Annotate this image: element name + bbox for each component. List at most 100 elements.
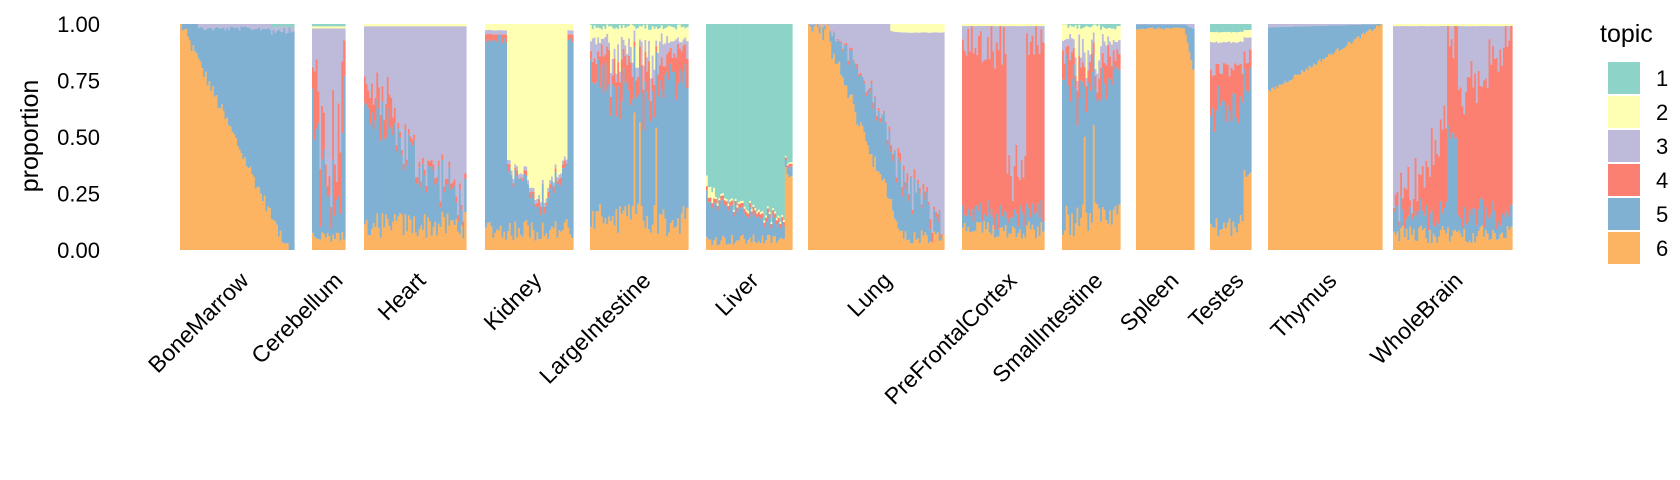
bar-segment-topic-4	[1114, 60, 1117, 69]
bar-segment-topic-4	[399, 131, 402, 138]
bar-segment-topic-3	[1361, 24, 1364, 25]
bar-segment-topic-4	[965, 55, 968, 216]
bar-segment-topic-6	[1337, 48, 1340, 251]
bar-segment-topic-6	[1483, 236, 1486, 250]
bar-segment-topic-2	[1454, 24, 1457, 26]
bar-segment-topic-3	[904, 32, 908, 182]
bar-segment-topic-3	[920, 32, 924, 205]
bar-segment-topic-6	[1243, 170, 1247, 250]
bar-segment-topic-2	[628, 25, 631, 39]
bar-segment-topic-4	[847, 60, 850, 65]
bar-segment-topic-6	[1272, 87, 1275, 250]
bar-segment-topic-2	[486, 24, 490, 30]
bar-segment-topic-4	[1481, 86, 1484, 200]
bar-segment-topic-6	[1136, 29, 1139, 250]
bar-segment-topic-4	[312, 67, 315, 89]
bar-segment-topic-6	[220, 104, 224, 250]
bar-segment-topic-6	[1114, 205, 1117, 250]
bar-segment-topic-2	[411, 24, 414, 27]
bar-segment-topic-4	[723, 200, 727, 205]
bar-segment-topic-3	[492, 30, 495, 35]
bar-segment-topic-3	[1418, 26, 1421, 175]
bar-segment-topic-6	[761, 235, 764, 250]
bar-segment-topic-3	[215, 24, 219, 28]
bar-segment-topic-6	[192, 45, 195, 250]
bar-segment-topic-3	[446, 26, 450, 179]
bar-segment-topic-6	[1429, 230, 1432, 250]
bar-segment-topic-6	[565, 219, 569, 250]
bar-segment-topic-4	[729, 201, 732, 207]
bar-segment-topic-6	[1284, 80, 1287, 250]
bar-segment-topic-5	[970, 209, 974, 232]
bar-segment-topic-3	[1396, 26, 1400, 192]
bar-segment-topic-2	[604, 28, 607, 37]
bar-segment-topic-2	[713, 187, 716, 199]
bar-segment-topic-4	[1241, 73, 1245, 103]
bar-segment-topic-6	[831, 58, 834, 250]
bar-segment-topic-3	[508, 160, 512, 165]
bar-segment-topic-4	[409, 136, 413, 143]
bar-segment-topic-1	[757, 24, 761, 210]
bar-segment-topic-5	[1365, 24, 1368, 32]
bar-segment-topic-4	[319, 169, 322, 227]
bar-segment-topic-1	[736, 24, 739, 206]
bar-segment-topic-5	[187, 24, 190, 37]
bar-segment-topic-6	[1370, 29, 1373, 250]
bar-segment-topic-2	[407, 24, 411, 27]
bar-segment-topic-4	[371, 83, 374, 113]
bar-segment-topic-1	[660, 24, 664, 26]
bar-segment-topic-2	[451, 24, 455, 27]
bar-segment-topic-1	[651, 24, 655, 27]
bar-segment-topic-6	[1340, 49, 1343, 250]
bar-segment-topic-3	[547, 187, 550, 193]
bar-segment-topic-3	[1463, 26, 1466, 115]
bar-segment-topic-6	[224, 119, 227, 250]
bar-segment-topic-5	[967, 209, 970, 227]
bar-segment-topic-3	[390, 26, 393, 98]
bar-segment-topic-5	[1234, 94, 1237, 228]
bar-segment-topic-2	[519, 24, 523, 174]
bar-segment-topic-6	[983, 221, 986, 250]
bar-segment-topic-2	[1438, 24, 1441, 27]
bar-segment-topic-2	[1087, 26, 1090, 51]
bar-segment-topic-6	[779, 237, 782, 250]
bar-segment-topic-6	[591, 210, 595, 250]
bar-segment-topic-6	[1172, 27, 1175, 251]
bar-segment-topic-2	[395, 24, 399, 27]
legend-label-1: 1	[1656, 66, 1668, 91]
bar-segment-topic-2	[765, 215, 768, 218]
bar-segment-topic-2	[1421, 24, 1425, 27]
bar-segment-topic-6	[1434, 236, 1437, 250]
bar-segment-topic-6	[1237, 223, 1241, 250]
bar-segment-topic-5	[277, 29, 281, 237]
bar-segment-topic-4	[761, 213, 764, 218]
bar-segment-topic-6	[1322, 58, 1325, 250]
bar-segment-topic-3	[1356, 24, 1359, 25]
bar-segment-topic-3	[1184, 24, 1188, 26]
bar-segment-topic-6	[609, 221, 613, 250]
bar-segment-topic-5	[852, 61, 856, 105]
bar-segment-topic-2	[534, 24, 537, 200]
bar-segment-topic-4	[565, 163, 569, 165]
bar-segment-topic-6	[1310, 67, 1313, 250]
bar-segment-topic-2	[563, 24, 567, 157]
bar-segment-topic-3	[615, 73, 618, 83]
bar-segment-topic-6	[602, 223, 606, 250]
bar-segment-topic-6	[629, 219, 633, 250]
bar-segment-topic-6	[1230, 236, 1233, 250]
bar-segment-topic-4	[777, 217, 781, 223]
bar-segment-topic-6	[494, 232, 497, 250]
bar-segment-topic-6	[274, 221, 277, 250]
bar-segment-topic-5	[485, 42, 488, 228]
bar-segment-topic-6	[334, 239, 337, 250]
bar-segment-topic-1	[646, 24, 649, 25]
bar-segment-topic-3	[1083, 52, 1087, 67]
bar-segment-topic-6	[364, 224, 367, 250]
bar-segment-topic-2	[904, 24, 908, 33]
bar-segment-topic-4	[725, 201, 729, 206]
bar-segment-topic-5	[390, 126, 393, 231]
bar-segment-topic-6	[460, 225, 464, 250]
bar-segment-topic-6	[1299, 74, 1302, 250]
bar-segment-topic-2	[913, 24, 916, 33]
bar-segment-topic-3	[392, 26, 395, 118]
